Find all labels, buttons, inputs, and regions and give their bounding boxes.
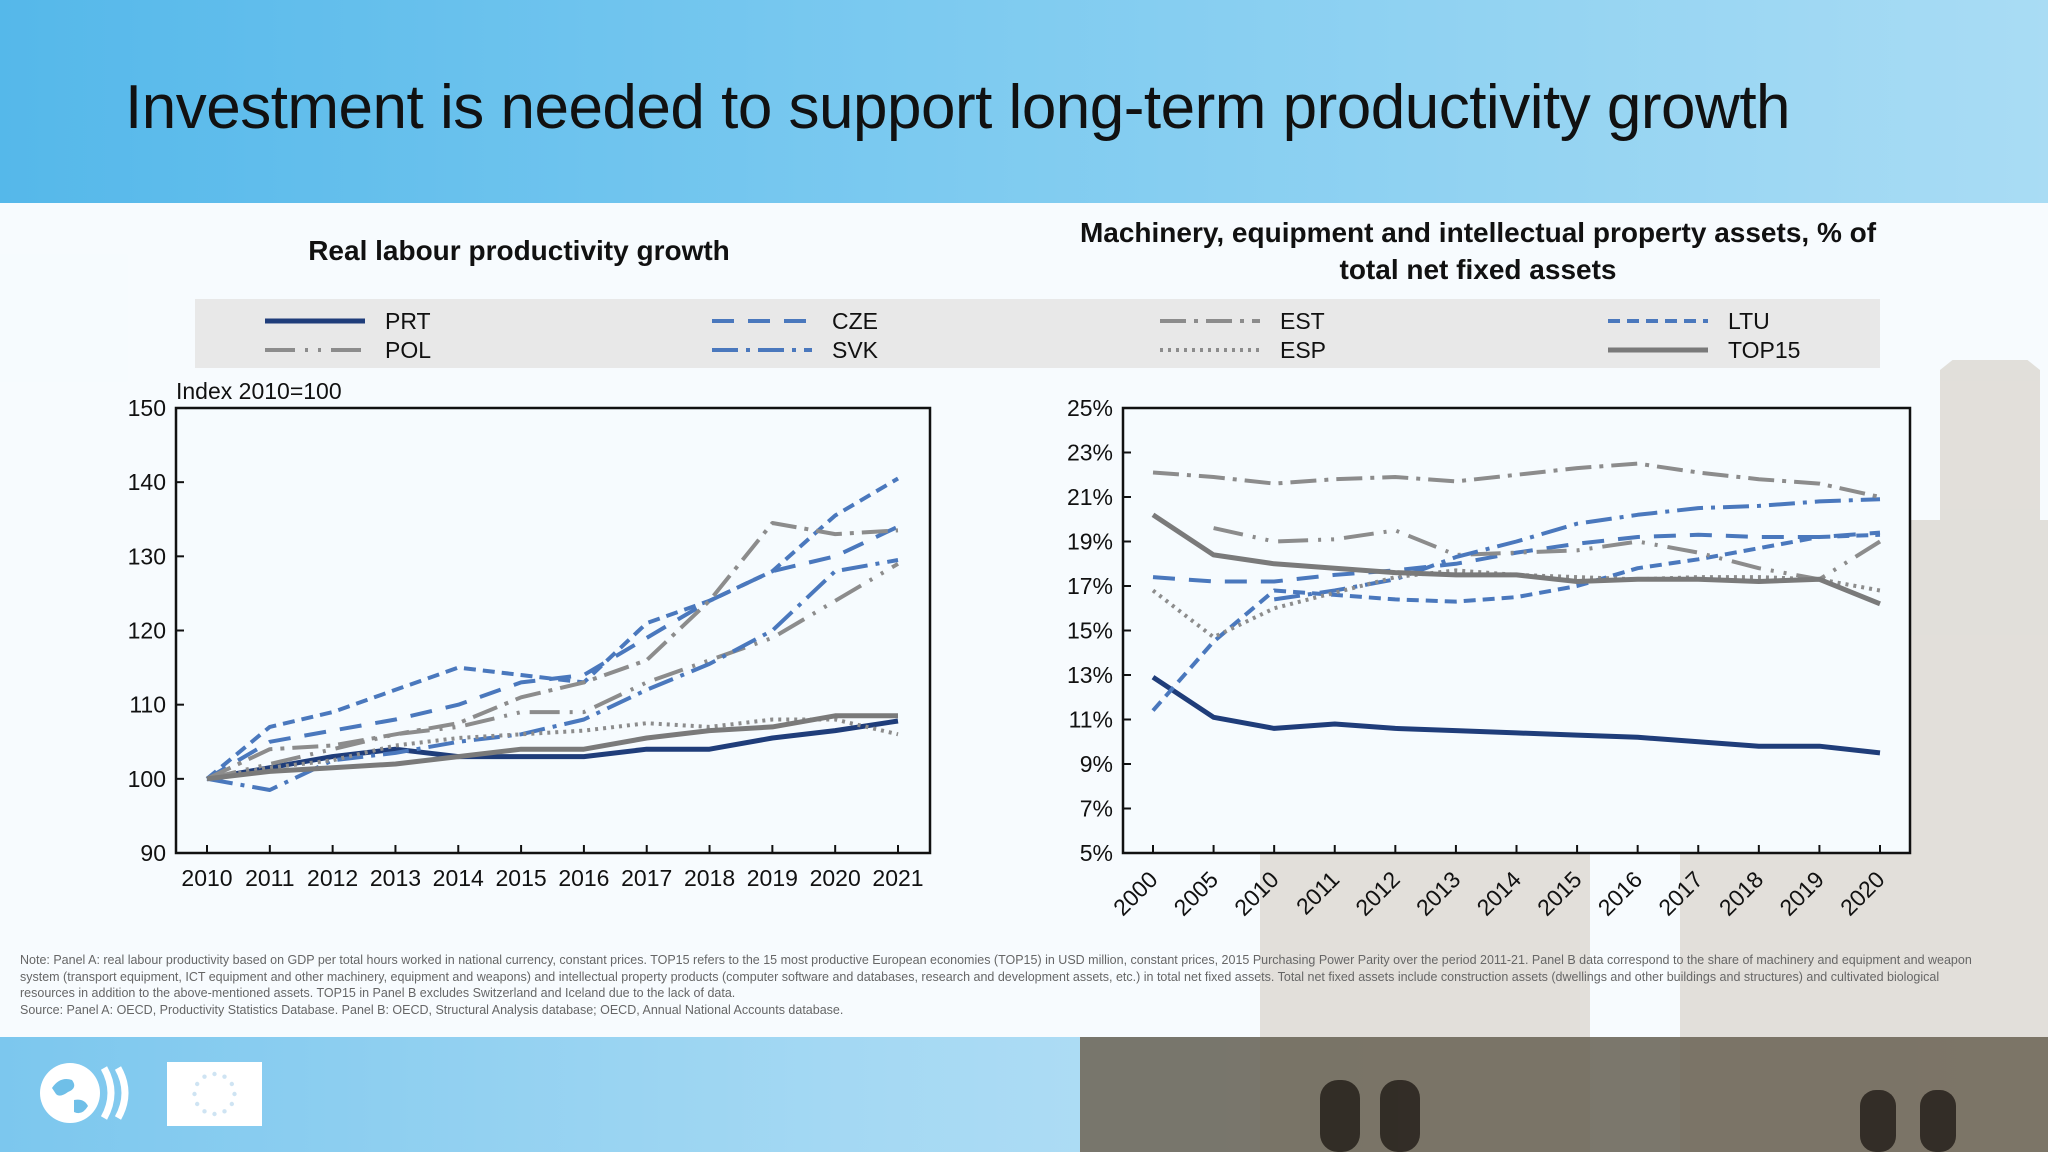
- chart-a-xtick-label: 2017: [621, 865, 672, 891]
- chart-b-series-esp: [1151, 568, 1881, 640]
- chart-a-xtick-label: 2012: [307, 865, 358, 891]
- chart-a-ytick-label: 110: [129, 692, 166, 718]
- chart-b-ytick-label: 5%: [1080, 840, 1113, 866]
- chart-a-ytick-label: 140: [128, 469, 166, 495]
- chart-a-xtick-label: 2021: [872, 865, 923, 891]
- chart-b-xtick-label: 2000: [1108, 866, 1163, 921]
- eu-star-icon: [222, 1074, 227, 1079]
- chart-b-xtick-label: 2015: [1532, 866, 1587, 921]
- chart-a-series-pol: [206, 562, 900, 781]
- chart-a-xtick-label: 2014: [433, 865, 484, 891]
- chart-b-xtick-label: 2018: [1714, 866, 1769, 921]
- legend-label-est: EST: [1280, 308, 1325, 334]
- chart-b-xtick-label: 2011: [1291, 866, 1344, 919]
- chart-a-ylabel: Index 2010=100: [176, 378, 342, 404]
- chart-a-series: [205, 476, 900, 792]
- chart-b-xtick-label: 2017: [1653, 866, 1708, 921]
- chart-b-ytick-label: 15%: [1067, 618, 1113, 644]
- chart-a-series-prt: [206, 718, 899, 782]
- eu-star-icon: [194, 1081, 200, 1087]
- chart-b-ytick-label: 11%: [1069, 707, 1113, 733]
- chart-a-series-est: [206, 521, 899, 781]
- chart-b-xtick-label: 2005: [1169, 866, 1224, 921]
- chart-b-ytick-label: 9%: [1080, 751, 1113, 777]
- legend-label-cze: CZE: [832, 308, 878, 334]
- chart-b-ytick-label: 13%: [1067, 662, 1113, 688]
- eu-star-icon: [222, 1109, 227, 1114]
- legend-label-ltu: LTU: [1728, 308, 1770, 334]
- chart-b-ytick-label: 25%: [1067, 395, 1113, 421]
- chart-a-axes: 90 100 110 120 130 140 150 2010 2011 2012 2013 2014…: [128, 395, 924, 891]
- chart-b-xtick-label: 2012: [1350, 866, 1405, 921]
- chart-a-xtick-label: 2015: [496, 865, 547, 891]
- note-line-1: Note: Panel A: real labour productivity …: [20, 953, 1972, 967]
- eu-star-icon: [229, 1081, 235, 1087]
- note-line-2: system (transport equipment, ICT equipme…: [20, 969, 1940, 984]
- eu-star-icon: [192, 1091, 197, 1097]
- note-line-3: resources in addition to the above-menti…: [20, 986, 736, 1000]
- eu-star-icon: [212, 1071, 217, 1077]
- chart-b-xtick-label: 2019: [1774, 866, 1829, 921]
- chart-a-xtick-label: 2010: [181, 865, 232, 891]
- chart-a-xtick-label: 2019: [747, 865, 798, 891]
- chart-b-series-svk: [1273, 497, 1881, 602]
- chart-a-ytick-label: 120: [128, 618, 166, 644]
- chart-a-series-svk: [206, 558, 899, 792]
- chart-b-series: [1151, 461, 1882, 756]
- chart-b-series-prt: [1151, 675, 1881, 756]
- chart-b-title-line2: total net fixed assets: [1340, 254, 1617, 285]
- chart-a-xtick-label: 2011: [245, 865, 294, 891]
- chart-b-plot-area: [1121, 406, 1912, 855]
- legend-label-pol: POL: [385, 337, 431, 363]
- chart-b-ytick-label: 21%: [1067, 484, 1113, 510]
- chart-a-ytick-label: 130: [128, 543, 166, 569]
- legend-label-esp: ESP: [1280, 337, 1326, 363]
- eu-star-icon: [202, 1074, 207, 1079]
- oecd-logo: [40, 1063, 129, 1123]
- chart-a-series-cze: [205, 524, 899, 781]
- chart-b-series-top15: [1151, 512, 1881, 607]
- page-title: Investment is needed to support long-ter…: [125, 73, 1791, 142]
- chart-a-title: Real labour productivity growth: [308, 235, 730, 266]
- chart-b-series-pol: [1213, 526, 1882, 582]
- eu-star-icon: [212, 1111, 217, 1117]
- chart-b-xtick-label: 2020: [1835, 866, 1890, 921]
- chart-b-xtick-label: 2013: [1411, 866, 1466, 921]
- chart-a-ytick-label: 100: [128, 766, 166, 792]
- eu-star-icon: [194, 1101, 200, 1107]
- chart-b-series-ltu: [1151, 532, 1881, 712]
- chart-a-series-top15: [206, 713, 898, 782]
- eu-star-icon: [232, 1091, 237, 1097]
- eu-star-icon: [202, 1109, 207, 1114]
- chart-a-series-ltu: [205, 476, 900, 781]
- header-band: [0, 0, 2048, 203]
- legend-label-prt: PRT: [385, 308, 431, 334]
- chart-b-ytick-label: 19%: [1067, 529, 1113, 555]
- legend-label-svk: SVK: [832, 337, 879, 363]
- legend: PRT CZE EST LTU POL SVK ESP TOP15: [265, 308, 1800, 363]
- chart-a-plot-area: [174, 406, 932, 855]
- chart-b-xtick-label: 2016: [1593, 866, 1648, 921]
- eu-star-icon: [229, 1101, 235, 1107]
- eu-flag-logo: [167, 1062, 262, 1126]
- legend-box: [195, 299, 1880, 368]
- chart-b-xtick-label: 2010: [1229, 866, 1284, 921]
- chart-a-xtick-label: 2020: [810, 865, 861, 891]
- legend-label-top15: TOP15: [1728, 337, 1800, 363]
- note-source: Source: Panel A: OECD, Productivity Stat…: [20, 1002, 844, 1017]
- chart-b-xtick-label: 2014: [1471, 866, 1526, 921]
- footnotes: Note: Panel A: real labour productivity …: [20, 952, 2030, 1018]
- chart-a-ytick-label: 90: [140, 840, 166, 866]
- chart-b-series-cze: [1152, 530, 1881, 584]
- chart-a-ytick-label: 150: [128, 395, 166, 421]
- chart-a-xtick-label: 2013: [370, 865, 421, 891]
- chart-b-ytick-label: 23%: [1067, 440, 1113, 466]
- chart-a-xtick-label: 2018: [684, 865, 735, 891]
- chart-b-title-line1: Machinery, equipment and intellectual pr…: [1080, 217, 1877, 248]
- chart-b-series-est: [1152, 461, 1881, 499]
- chart-a-xtick-label: 2016: [558, 865, 609, 891]
- chart-b-ytick-label: 7%: [1080, 796, 1113, 822]
- chart-b-ytick-label: 17%: [1067, 573, 1113, 599]
